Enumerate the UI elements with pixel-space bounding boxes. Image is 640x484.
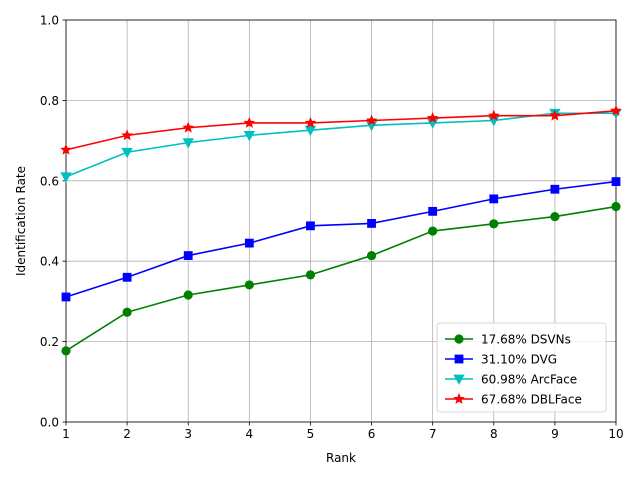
- data-point: [61, 292, 71, 302]
- data-point: [243, 130, 256, 142]
- data-point: [61, 346, 71, 356]
- x-tick-label: 8: [490, 427, 498, 441]
- plot-frame: [65, 19, 617, 423]
- y-tick-label: 1.0: [40, 14, 59, 28]
- x-tick-label: 6: [368, 427, 376, 441]
- data-point: [428, 206, 438, 216]
- x-tick-label: 10: [608, 427, 623, 441]
- data-point: [305, 270, 316, 280]
- legend-marker: [454, 354, 464, 364]
- data-point: [611, 201, 621, 212]
- x-tick-label: 3: [184, 427, 192, 441]
- data-point: [244, 238, 254, 248]
- legend-marker: [453, 392, 465, 404]
- data-point: [122, 272, 132, 282]
- data-point: [426, 112, 439, 123]
- data-point: [610, 104, 622, 116]
- legend-label: 17.68% DSVNs: [481, 333, 571, 347]
- series-group: [61, 177, 621, 302]
- legend-label: 31.10% DVG: [481, 353, 557, 367]
- data-point: [304, 116, 317, 128]
- series-group: [60, 104, 622, 155]
- y-tick-label: 0.0: [40, 416, 59, 430]
- data-point: [611, 177, 621, 187]
- data-point: [306, 221, 315, 231]
- data-point: [489, 219, 499, 229]
- data-point: [244, 280, 254, 290]
- y-tick-label: 0.8: [40, 94, 59, 108]
- y-axis-label: Identification Rate: [14, 166, 28, 276]
- series-group: [60, 108, 622, 183]
- data-point: [182, 138, 194, 149]
- x-tick-label: 1: [62, 427, 70, 441]
- series-line: [65, 180, 617, 298]
- legend-box: [436, 322, 607, 413]
- data-point: [121, 147, 133, 159]
- series-layer: [60, 104, 622, 356]
- legend-item: 31.10% DVG: [445, 353, 557, 367]
- y-tick-label: 0.2: [40, 335, 59, 349]
- data-point: [487, 109, 500, 121]
- x-tick-label: 2: [123, 427, 131, 441]
- series-line: [65, 112, 616, 178]
- x-tick-label: 5: [307, 427, 315, 441]
- series-line: [65, 205, 617, 352]
- data-point: [428, 226, 438, 236]
- data-point: [60, 143, 72, 155]
- data-point: [549, 109, 561, 121]
- data-point: [183, 290, 193, 300]
- y-tick-label: 0.6: [40, 174, 59, 188]
- data-point: [183, 251, 193, 260]
- data-point: [60, 172, 72, 183]
- legend-item: 67.68% DBLFace: [445, 393, 582, 407]
- data-point: [121, 129, 133, 141]
- data-point: [550, 184, 560, 194]
- y-tick-label: 0.4: [40, 255, 59, 269]
- data-point: [122, 307, 132, 317]
- series-line: [65, 110, 617, 151]
- data-point: [550, 211, 560, 222]
- legend-label: 60.98% ArcFace: [481, 373, 577, 387]
- x-tick-label: 9: [551, 427, 559, 441]
- x-axis-label: Rank: [326, 451, 356, 465]
- x-tick-label: 4: [246, 427, 254, 441]
- legend-marker: [454, 334, 464, 344]
- ticks-layer: 1 2 3 4 5 6 7 8 9 10 0.0 0.2 0.4 0.6 0.8 1.0: [40, 14, 624, 442]
- legend-item: 60.98% ArcFace: [445, 373, 577, 387]
- legend-label: 67.68% DBLFace: [481, 393, 582, 407]
- data-point: [367, 219, 376, 228]
- data-point: [365, 114, 378, 126]
- series-group: [61, 201, 621, 356]
- data-point: [489, 194, 499, 204]
- data-point: [304, 125, 317, 136]
- x-tick-label: 7: [429, 427, 437, 441]
- legend-marker: [453, 374, 465, 385]
- data-point: [182, 121, 195, 133]
- data-point: [366, 250, 377, 261]
- legend: 17.68% DSVNs 31.10% DVG 60.98% ArcFace 67.6…: [436, 322, 607, 413]
- legend-item: 17.68% DSVNs: [445, 333, 571, 347]
- data-point: [243, 116, 256, 128]
